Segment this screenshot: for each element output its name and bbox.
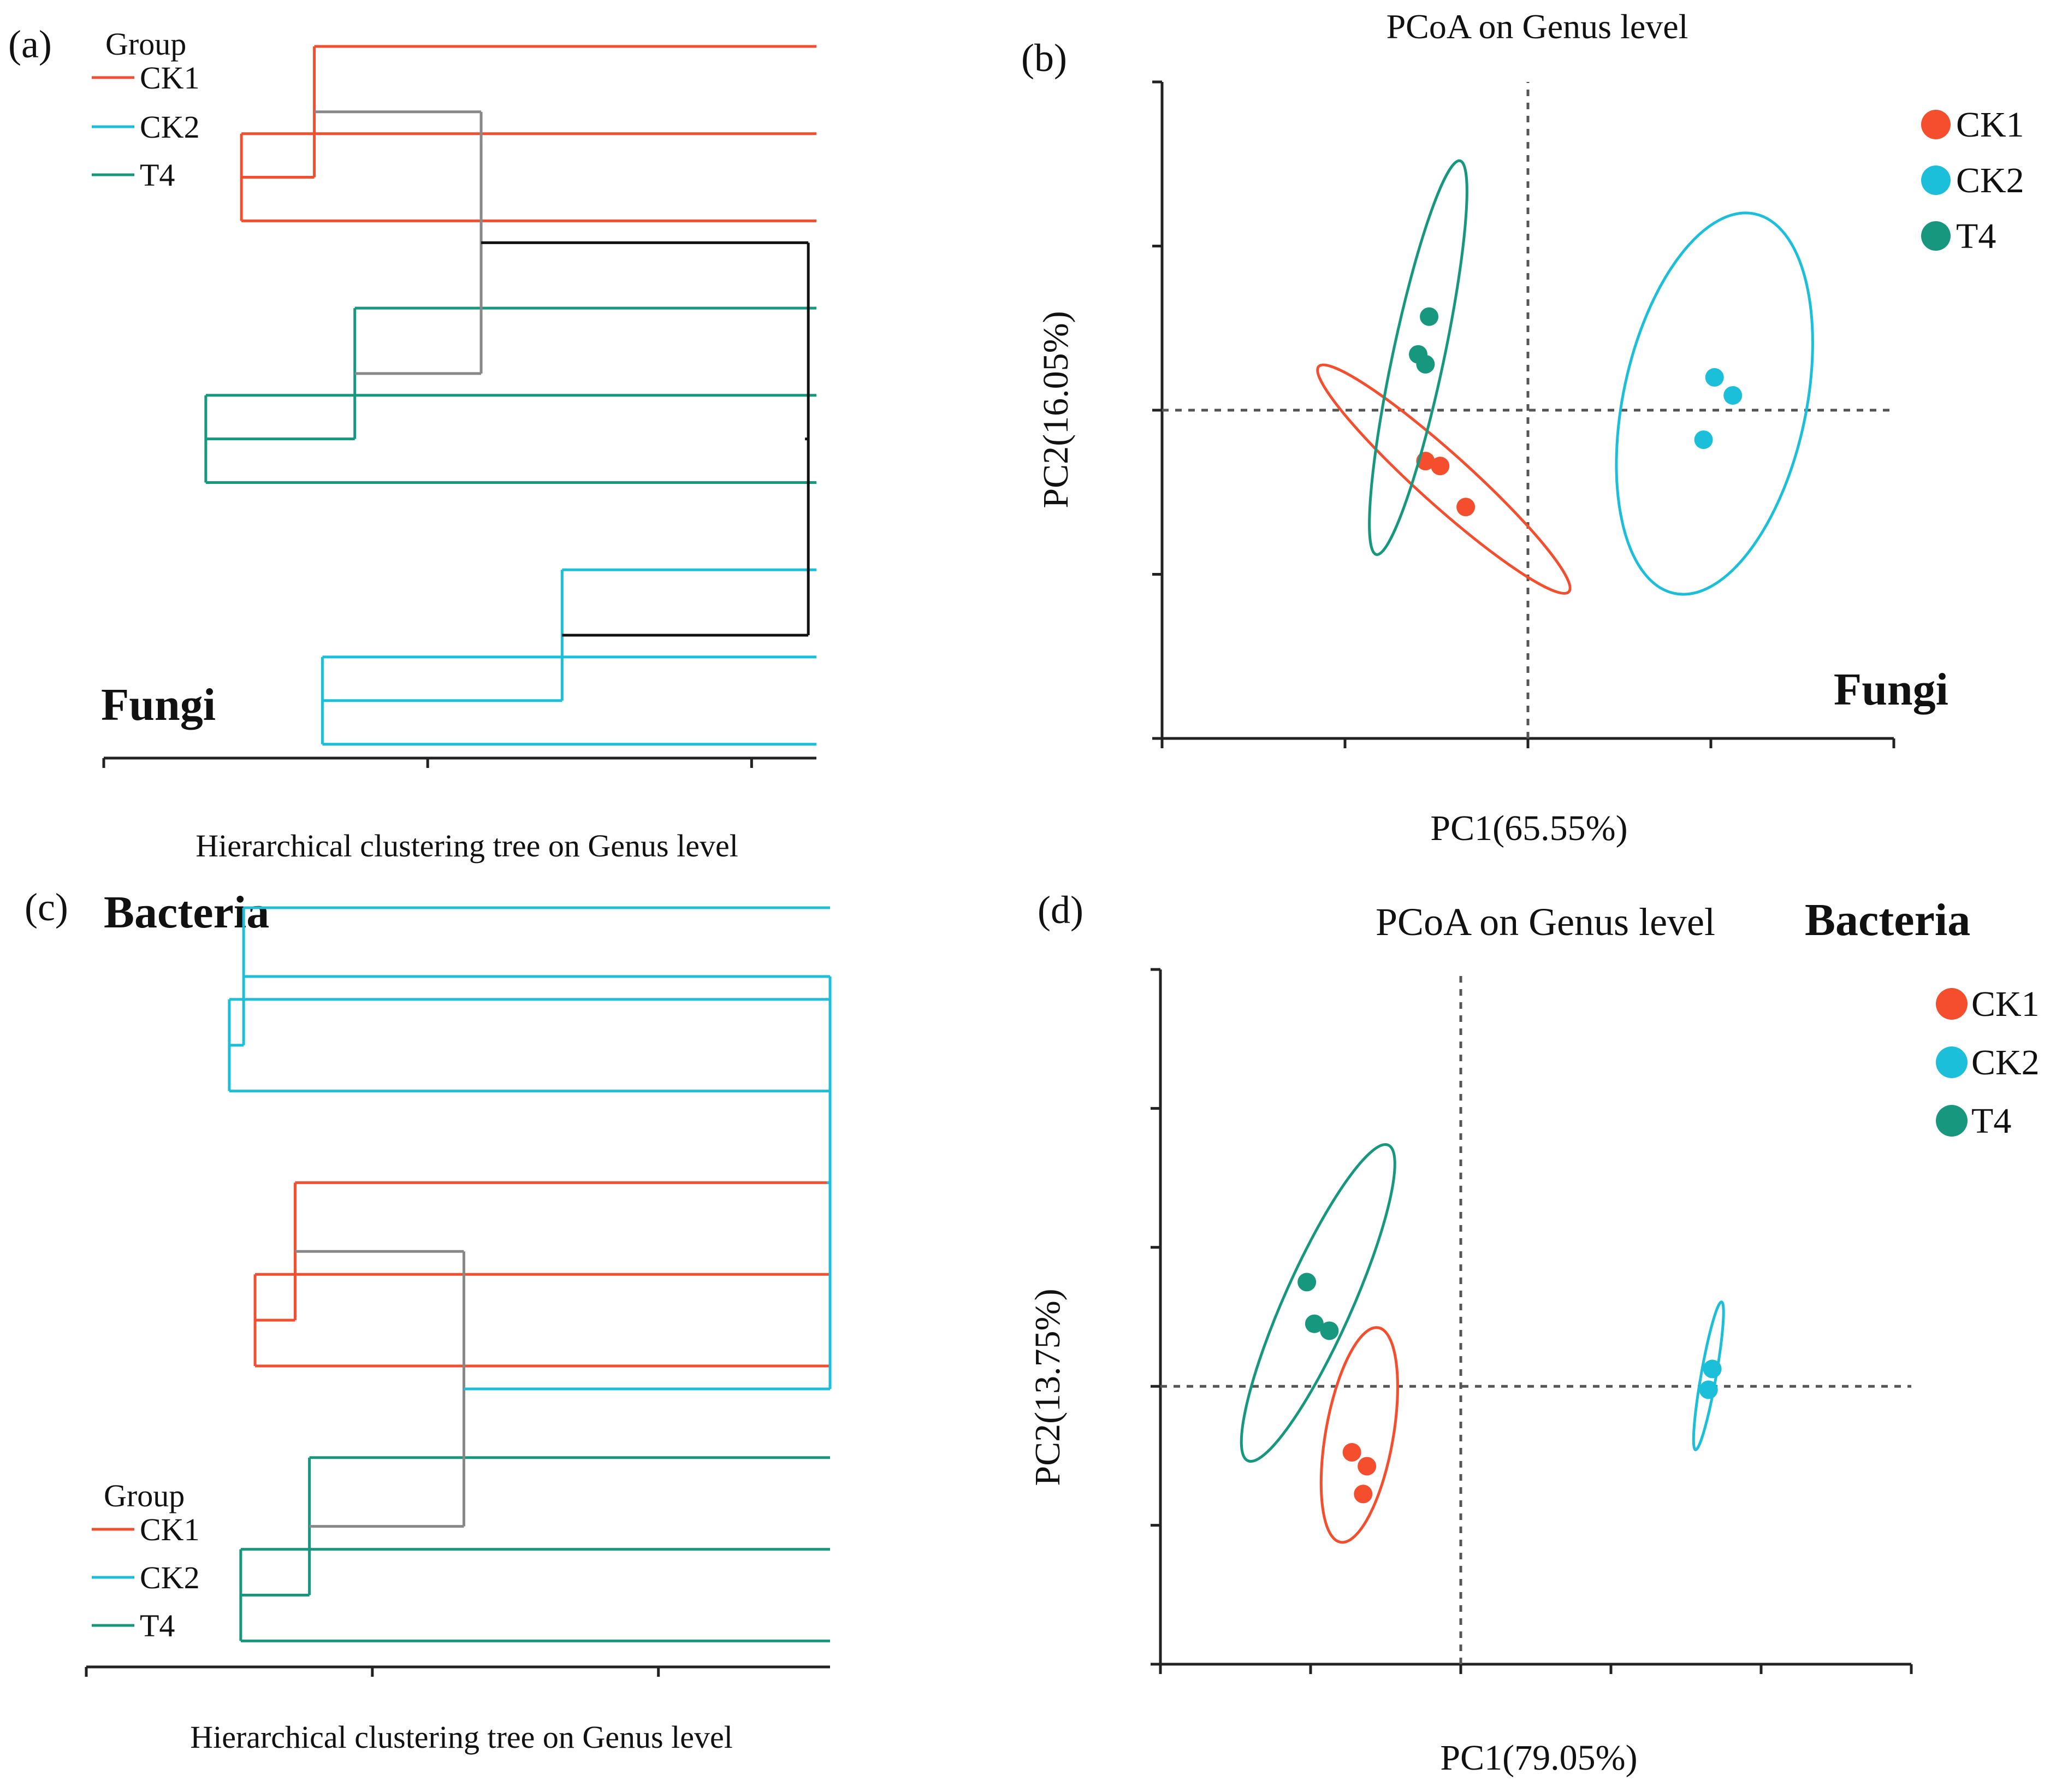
data-point-ck2 (1723, 386, 1743, 405)
panel-d-legend-ck2: CK2 (1971, 1043, 2040, 1083)
data-point-t4 (1297, 1273, 1317, 1292)
panel-b-legend-dot-ck2 (1921, 165, 1951, 195)
panel-b-legend-dot-ck1 (1921, 110, 1951, 139)
panel-b-y-label: PC2(16.05%) (1036, 311, 1076, 508)
panel-c-x-ticks (85, 1667, 660, 1677)
data-point-ck2 (1699, 1380, 1718, 1399)
panel-a-fungi-dendrogram: (a) Group CK1 CK2 T4 Fungi Hierarchical … (8, 22, 816, 864)
data-point-t4 (1420, 307, 1439, 326)
panel-c-title: Bacteria (104, 887, 269, 938)
panel-c-x-label: Hierarchical clustering tree on Genus le… (190, 1719, 733, 1755)
panel-b-plot (1152, 80, 1895, 748)
data-point-ck1 (1456, 498, 1476, 517)
panel-a-x-ticks (102, 758, 753, 768)
panel-a-legend-title: Group (105, 26, 186, 62)
confidence-ellipse-t4 (1368, 159, 1468, 556)
data-point-ck1 (1354, 1485, 1373, 1504)
panel-d-x-label: PC1(79.05%) (1440, 1738, 1637, 1778)
data-point-t4 (1320, 1321, 1339, 1340)
panel-a-legend-ck1: CK1 (140, 60, 200, 96)
panel-d-legend-dot-t4 (1936, 1105, 1968, 1137)
panel-d-legend: CK1 CK2 T4 (1936, 984, 2040, 1141)
panel-a-tree (204, 45, 816, 746)
panel-d-legend-dot-ck1 (1936, 988, 1968, 1020)
data-point-t4 (1416, 354, 1435, 374)
panel-b-label: (b) (1021, 36, 1067, 80)
panel-c-legend-t4: T4 (140, 1608, 175, 1643)
panel-b-fungi-pcoa: (b) PCoA on Genus level Fungi PC1(65.55%… (1021, 7, 2024, 848)
confidence-ellipse-ck1 (1316, 363, 1572, 595)
panel-b-x-label: PC1(65.55%) (1430, 808, 1627, 848)
panel-b-legend-ck2: CK2 (1956, 161, 2024, 200)
panel-a-label: (a) (8, 22, 52, 66)
panel-d-legend-t4: T4 (1971, 1101, 2011, 1141)
panel-d-annotation: Bacteria (1805, 895, 1970, 945)
panel-c-legend-ck2: CK2 (140, 1560, 200, 1595)
panel-d-plot (1151, 968, 1913, 1674)
panel-d-title: PCoA on Genus level (1376, 900, 1715, 944)
data-point-ck2 (1705, 368, 1724, 387)
panel-c-tree (228, 906, 832, 1642)
panel-b-legend-dot-t4 (1921, 221, 1951, 251)
panel-b-legend-t4: T4 (1956, 216, 1996, 256)
panel-d-bacteria-pcoa: (d) PCoA on Genus level Bacteria PC1(79.… (1028, 888, 2040, 1778)
panel-b-annotation: Fungi (1834, 664, 1948, 715)
confidence-ellipse-t4 (1240, 1143, 1396, 1463)
panel-c-legend-title: Group (104, 1478, 185, 1513)
confidence-ellipse-ck1 (1319, 1326, 1399, 1544)
data-point-ck1 (1431, 457, 1450, 476)
data-point-ck2 (1694, 430, 1713, 450)
panel-b-title: PCoA on Genus level (1386, 7, 1688, 46)
panel-d-legend-dot-ck2 (1936, 1046, 1968, 1078)
data-point-ck1 (1342, 1443, 1361, 1462)
panel-c-bacteria-dendrogram: (c) Bacteria Group CK1 CK2 T4 Hierarchic… (25, 885, 832, 1755)
panel-b-legend-ck1: CK1 (1956, 105, 2024, 145)
panel-d-legend-ck1: CK1 (1971, 984, 2040, 1024)
panel-c-legend-ck1: CK1 (140, 1512, 200, 1547)
confidence-ellipse-ck2 (1615, 211, 1814, 596)
panel-d-y-label: PC2(13.75%) (1028, 1288, 1068, 1486)
panel-a-legend-ck2: CK2 (140, 109, 200, 145)
panel-c-legend: Group CK1 CK2 T4 (92, 1478, 200, 1643)
data-point-t4 (1305, 1314, 1324, 1333)
data-point-ck1 (1358, 1457, 1377, 1476)
panel-c-label: (c) (25, 885, 68, 929)
panel-a-legend-t4: T4 (140, 157, 175, 193)
panel-a-legend: Group CK1 CK2 T4 (92, 26, 200, 193)
panel-a-title: Fungi (101, 679, 216, 730)
panel-b-legend: CK1 CK2 T4 (1921, 105, 2024, 256)
panel-a-x-label: Hierarchical clustering tree on Genus le… (195, 828, 738, 864)
data-point-ck2 (1703, 1359, 1722, 1379)
panel-d-label: (d) (1038, 888, 1083, 932)
